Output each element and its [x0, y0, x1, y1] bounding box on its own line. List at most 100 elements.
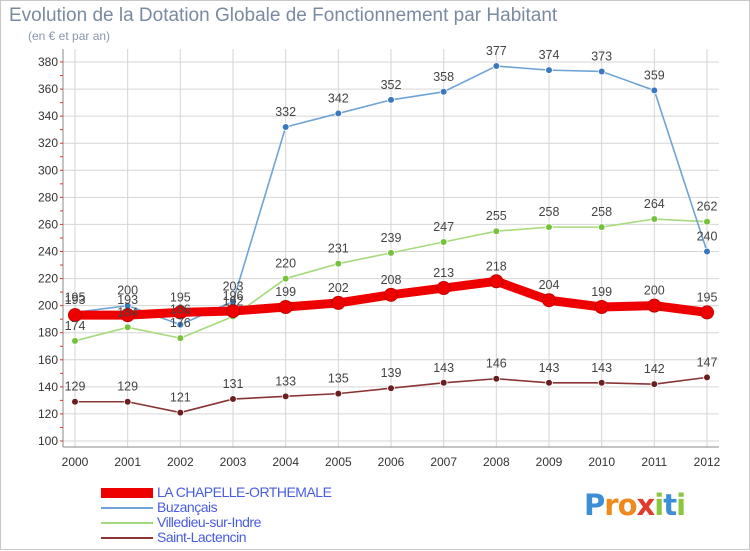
data-label: 264: [644, 197, 665, 211]
data-point: [229, 395, 237, 403]
data-point: [176, 408, 185, 417]
data-point: [545, 378, 553, 387]
data-point: [123, 397, 132, 406]
data-point: [281, 392, 290, 401]
x-tick-label: 2003: [220, 455, 247, 469]
data-point: [331, 295, 346, 310]
data-point: [123, 323, 132, 332]
data-label: 139: [381, 366, 402, 380]
data-point: [650, 86, 659, 95]
y-tick-label: 220: [38, 272, 58, 286]
data-label: 231: [328, 242, 349, 256]
data-point: [597, 223, 606, 231]
data-label: 240: [697, 230, 718, 244]
data-point: [387, 96, 395, 104]
logo-letter: o: [617, 488, 638, 522]
x-tick-label: 2004: [272, 455, 299, 469]
data-label: 218: [486, 259, 507, 273]
data-label: 199: [591, 285, 612, 299]
data-label: 174: [65, 319, 86, 333]
data-point: [489, 274, 504, 289]
data-point: [703, 247, 711, 256]
data-label: 200: [644, 284, 665, 298]
data-label: 133: [275, 374, 296, 388]
data-label: 255: [486, 209, 507, 223]
data-label: 332: [275, 105, 296, 119]
x-tick-label: 2006: [378, 455, 405, 469]
data-label: 193: [117, 293, 138, 307]
data-point: [387, 384, 395, 393]
data-point: [650, 380, 659, 388]
data-point: [492, 374, 501, 383]
x-tick-label: 2008: [483, 455, 510, 469]
y-tick-label: 380: [38, 55, 58, 69]
data-label: 199: [275, 285, 296, 299]
data-label: 359: [644, 68, 665, 82]
y-tick-label: 340: [38, 109, 58, 123]
data-point: [545, 66, 553, 74]
data-label: 373: [591, 49, 612, 63]
proxiti-logo: Proxiti: [584, 488, 686, 522]
data-label: 143: [433, 361, 454, 375]
data-point: [703, 217, 711, 226]
data-point: [334, 259, 343, 268]
data-point: [597, 67, 606, 76]
y-tick-label: 360: [38, 82, 58, 96]
logo-letter: x: [636, 488, 656, 522]
legend-label: Saint-Lactencin: [157, 529, 247, 545]
x-tick-label: 2011: [641, 455, 667, 469]
logo-letter: i: [676, 488, 686, 522]
data-label: 239: [381, 231, 402, 245]
y-tick-label: 300: [38, 163, 58, 177]
data-label: 143: [591, 361, 612, 375]
data-point: [542, 293, 556, 308]
data-label: 184: [117, 305, 138, 319]
data-label: 142: [644, 362, 665, 376]
data-label: 129: [65, 380, 86, 394]
x-tick-label: 2005: [325, 455, 352, 469]
data-point: [439, 378, 448, 387]
data-label: 204: [539, 278, 560, 292]
data-label: 258: [539, 205, 560, 219]
legend-swatch: [101, 488, 153, 498]
y-tick-label: 100: [38, 434, 58, 448]
x-tick-label: 2001: [114, 455, 141, 469]
data-label: 147: [697, 355, 718, 369]
data-point: [71, 337, 79, 345]
data-label: 247: [433, 220, 454, 234]
data-point: [439, 87, 448, 96]
data-label: 342: [328, 91, 349, 105]
data-label: 213: [433, 266, 454, 280]
data-label: 143: [539, 361, 560, 375]
data-point: [594, 299, 609, 314]
data-label: 193: [65, 293, 86, 307]
data-point: [334, 109, 343, 118]
data-label: 196: [223, 289, 244, 303]
legend-label: Buzançais: [157, 499, 218, 515]
x-tick-label: 2009: [536, 455, 563, 469]
data-point: [176, 334, 185, 342]
chart-title: Evolution de la Dotation Globale de Fonc…: [9, 5, 558, 26]
logo-letter: r: [604, 488, 618, 522]
y-tick-label: 280: [38, 190, 58, 204]
x-tick-label: 2000: [62, 455, 89, 469]
x-tick-label: 2012: [694, 455, 721, 469]
y-tick-label: 160: [38, 353, 58, 367]
chart-subtitle: (en € et par an): [28, 29, 111, 43]
x-tick-label: 2010: [588, 455, 615, 469]
data-label: 262: [697, 200, 718, 214]
data-point: [545, 223, 553, 231]
data-point: [71, 397, 79, 406]
y-tick-label: 140: [38, 380, 58, 394]
data-point: [439, 238, 448, 246]
grid-layer: [63, 49, 719, 447]
data-label: 202: [328, 281, 349, 295]
data-point: [597, 378, 606, 387]
data-label: 129: [117, 380, 138, 394]
data-point: [384, 287, 398, 302]
data-point: [281, 123, 290, 131]
data-label: 358: [433, 70, 454, 84]
